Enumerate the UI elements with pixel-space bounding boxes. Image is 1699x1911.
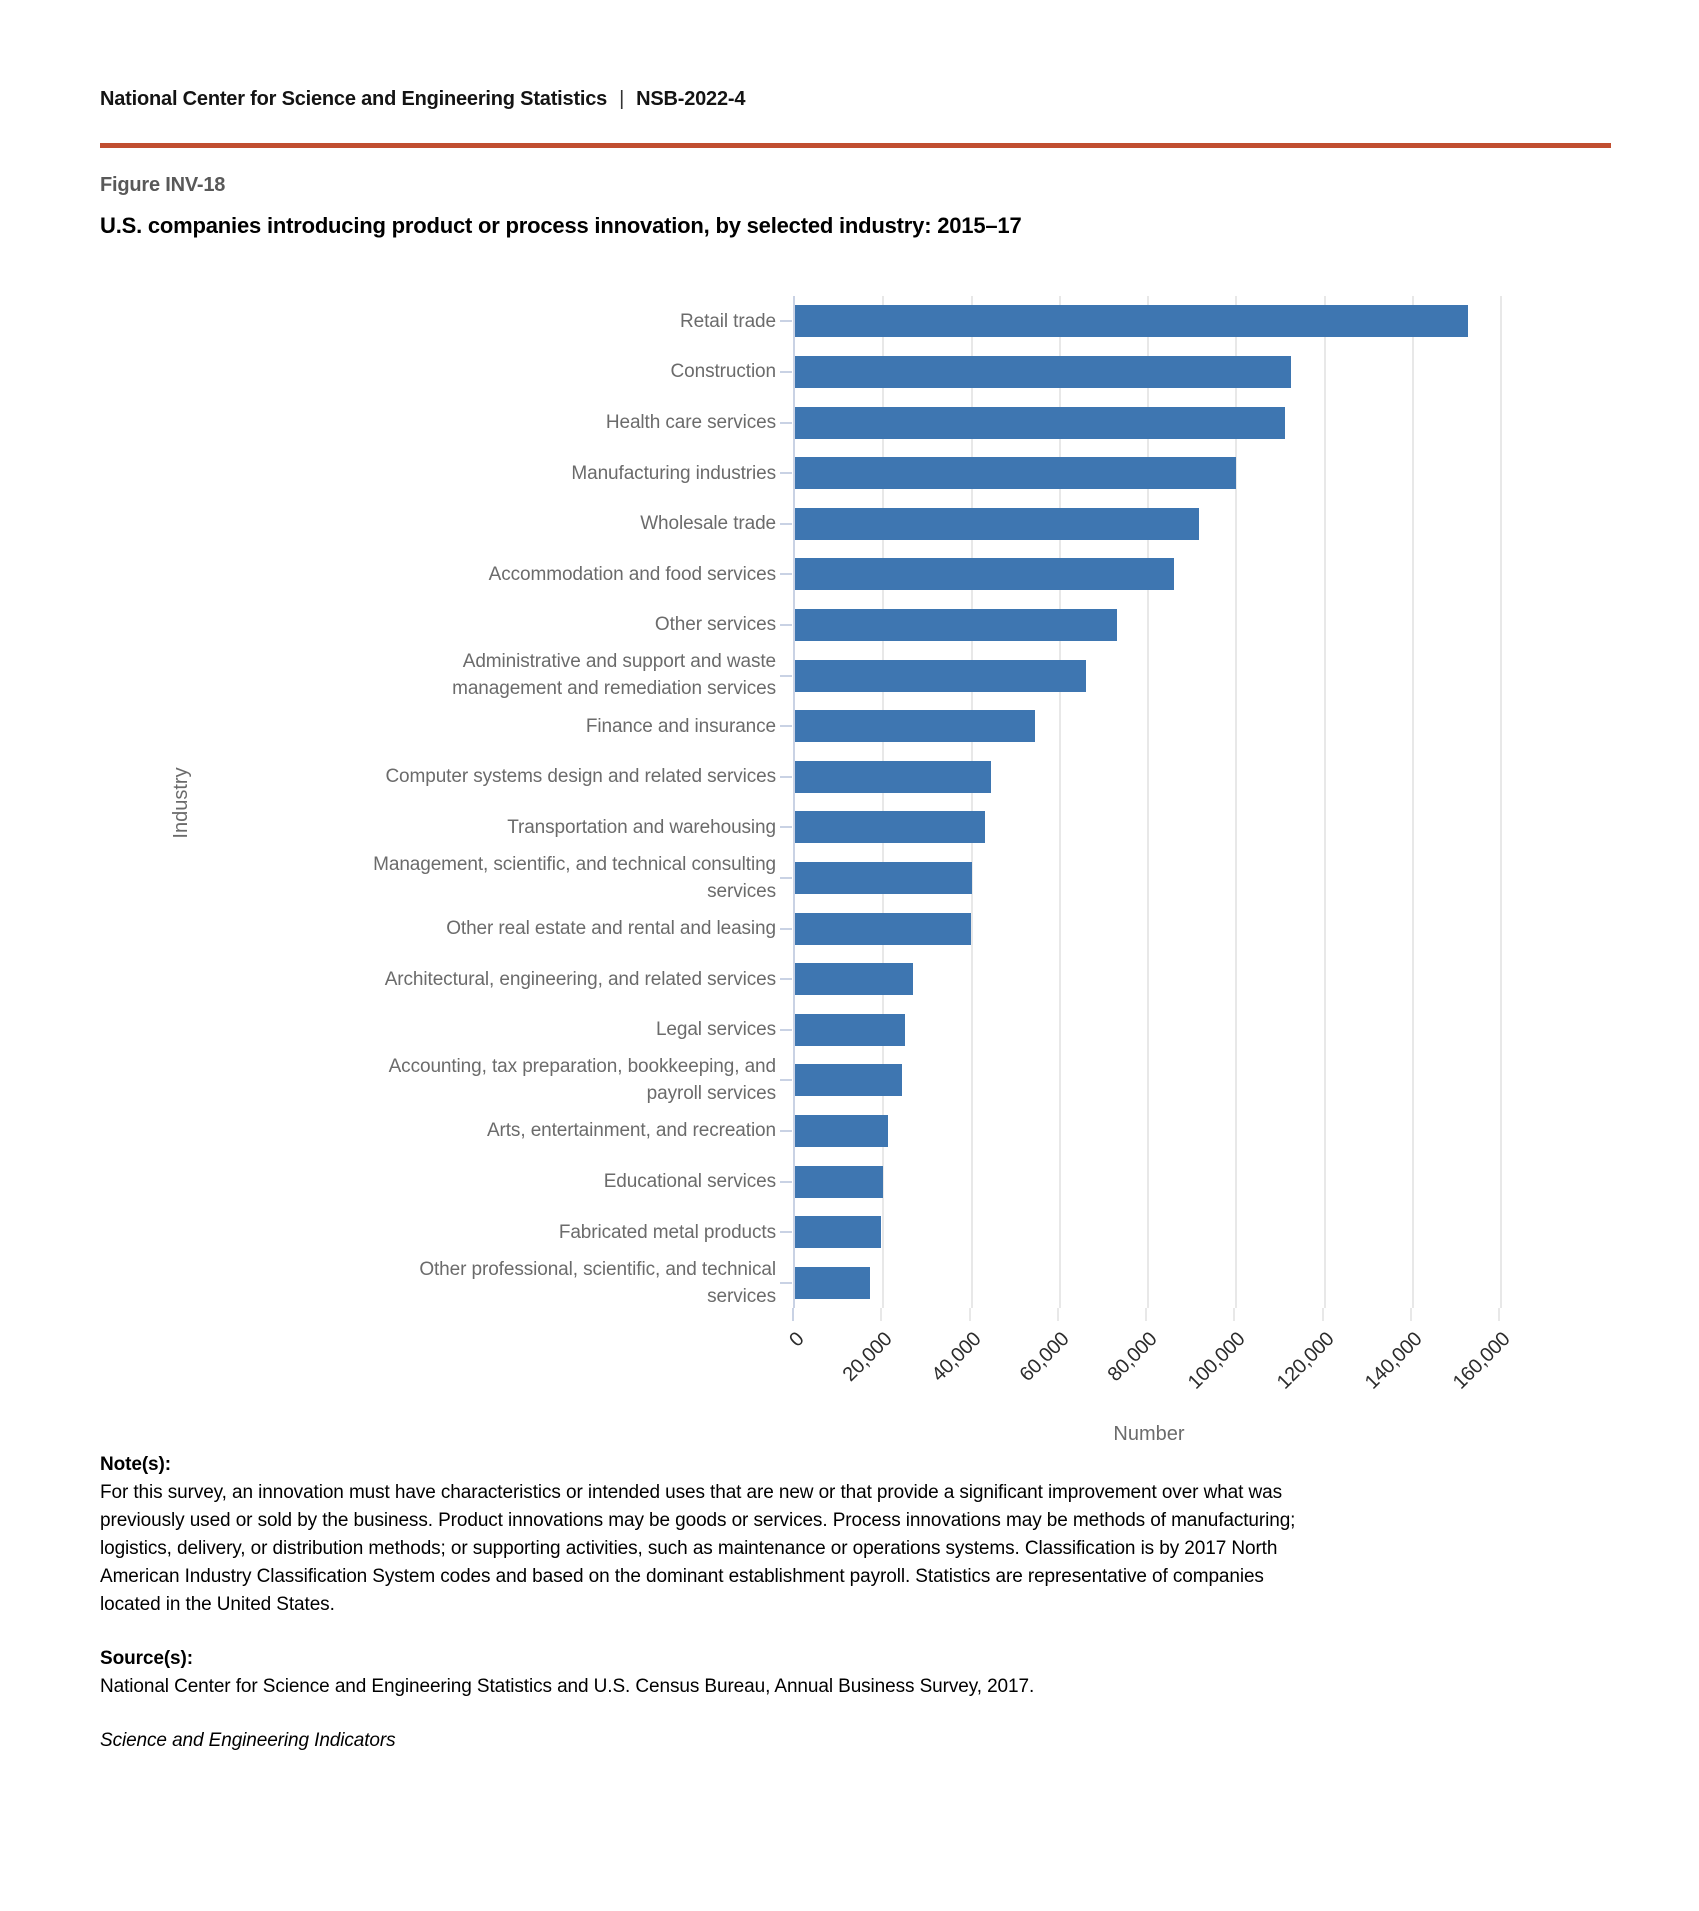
gridline <box>1411 296 1414 1308</box>
bar <box>795 710 1036 743</box>
category-tick <box>780 674 792 677</box>
notes-heading: Note(s): <box>100 1454 171 1475</box>
x-axis-tick <box>792 1308 794 1321</box>
x-axis-title: Number <box>1113 1423 1185 1445</box>
category-label-column: Retail trade Construction Health care serv… <box>100 296 776 1308</box>
category-label: Legal services <box>655 1019 776 1041</box>
category-label: Accommodation and food services <box>488 563 776 585</box>
category-tick <box>780 320 792 323</box>
category-tick <box>780 623 792 626</box>
gridline <box>1235 296 1238 1308</box>
gridline <box>970 296 973 1308</box>
gridline <box>1323 296 1326 1308</box>
category-label: Educational services <box>603 1170 776 1192</box>
x-axis-tick <box>968 1308 971 1321</box>
bar <box>795 1114 888 1147</box>
category-tick <box>780 826 792 829</box>
report-header: National Center for Science and Engineer… <box>0 0 1699 239</box>
bar <box>795 659 1087 692</box>
category-tick <box>780 927 792 930</box>
category-label: Retail trade <box>680 310 776 332</box>
category-label: Health care services <box>605 411 776 433</box>
report-id: NSB-2022-4 <box>636 88 746 110</box>
bar <box>795 861 972 894</box>
category-label: Architectural, engineering, and related … <box>384 968 776 990</box>
header-rule <box>100 143 1611 148</box>
bar <box>795 1064 903 1097</box>
x-axis-tick <box>1056 1308 1059 1321</box>
x-axis-tick <box>1233 1308 1236 1321</box>
x-axis-tick <box>1321 1308 1324 1321</box>
agency-line: National Center for Science and Engineer… <box>100 88 1611 111</box>
category-tick <box>780 472 792 475</box>
category-tick <box>780 1281 792 1284</box>
category-tick <box>780 1079 792 1082</box>
source-body: National Center for Science and Engineer… <box>100 1676 1035 1697</box>
category-tick <box>780 1180 792 1183</box>
bar <box>795 1216 882 1249</box>
x-axis-tick <box>880 1308 883 1321</box>
category-label: Computer systems design and related serv… <box>385 766 776 788</box>
category-label: Manufacturing industries <box>571 462 776 484</box>
gridline <box>1500 296 1502 1308</box>
bar <box>795 760 992 793</box>
x-axis-tick <box>1409 1308 1412 1321</box>
category-label: Other services <box>654 614 776 636</box>
gridline <box>1058 296 1061 1308</box>
category-tick <box>780 1028 792 1031</box>
bar <box>795 811 985 844</box>
category-tick <box>780 1231 792 1234</box>
category-tick <box>780 370 792 373</box>
bar <box>795 1013 906 1046</box>
category-label: Fabricated metal products <box>558 1221 776 1243</box>
bar <box>795 305 1468 338</box>
category-label: Administrative and support and waste man… <box>452 651 776 700</box>
bar <box>795 355 1292 388</box>
category-label: Finance and insurance <box>585 715 776 737</box>
category-tick <box>780 725 792 728</box>
category-label: Wholesale trade <box>640 513 776 535</box>
category-label: Accounting, tax preparation, bookkeeping… <box>388 1056 776 1105</box>
plot-area <box>793 296 1505 1308</box>
x-axis-tick <box>1498 1308 1500 1321</box>
header-divider: | <box>619 88 625 110</box>
bar <box>795 507 1199 540</box>
agency-name: National Center for Science and Engineer… <box>100 88 608 110</box>
bar <box>795 1165 884 1198</box>
category-label: Other professional, scientific, and tech… <box>419 1258 776 1307</box>
category-tick <box>780 978 792 981</box>
publication-title: Science and Engineering Indicators <box>100 1730 396 1751</box>
category-tick <box>780 775 792 778</box>
figure-label: Figure INV-18 <box>100 174 226 196</box>
category-label: Arts, entertainment, and recreation <box>486 1120 776 1142</box>
category-label: Construction <box>670 361 777 383</box>
category-tick <box>780 573 792 576</box>
bar <box>795 1266 870 1299</box>
category-tick <box>780 522 792 525</box>
source-heading: Source(s): <box>100 1648 193 1669</box>
category-label: Other real estate and rental and leasing <box>446 917 776 939</box>
gridline <box>1147 296 1149 1308</box>
category-label: Management, scientific, and technical co… <box>373 853 776 902</box>
figure-title: U.S. companies introducing product or pr… <box>100 213 1022 238</box>
category-tick <box>780 876 792 879</box>
bar <box>795 912 971 945</box>
category-tick <box>780 1129 792 1132</box>
bar-chart: Industry Retail trade Construction Health … <box>0 241 1699 1451</box>
notes-body: For this survey, an innovation must have… <box>100 1482 1296 1615</box>
bar <box>795 963 913 996</box>
category-tick <box>780 421 792 424</box>
bar <box>795 558 1175 591</box>
notes-section: Note(s): For this survey, an innovation … <box>100 1451 1611 1755</box>
bar <box>795 608 1118 641</box>
x-axis-tick <box>1145 1308 1147 1321</box>
category-label: Transportation and warehousing <box>507 816 776 838</box>
bar <box>795 406 1285 439</box>
gridline <box>882 296 885 1308</box>
bar <box>795 457 1237 490</box>
